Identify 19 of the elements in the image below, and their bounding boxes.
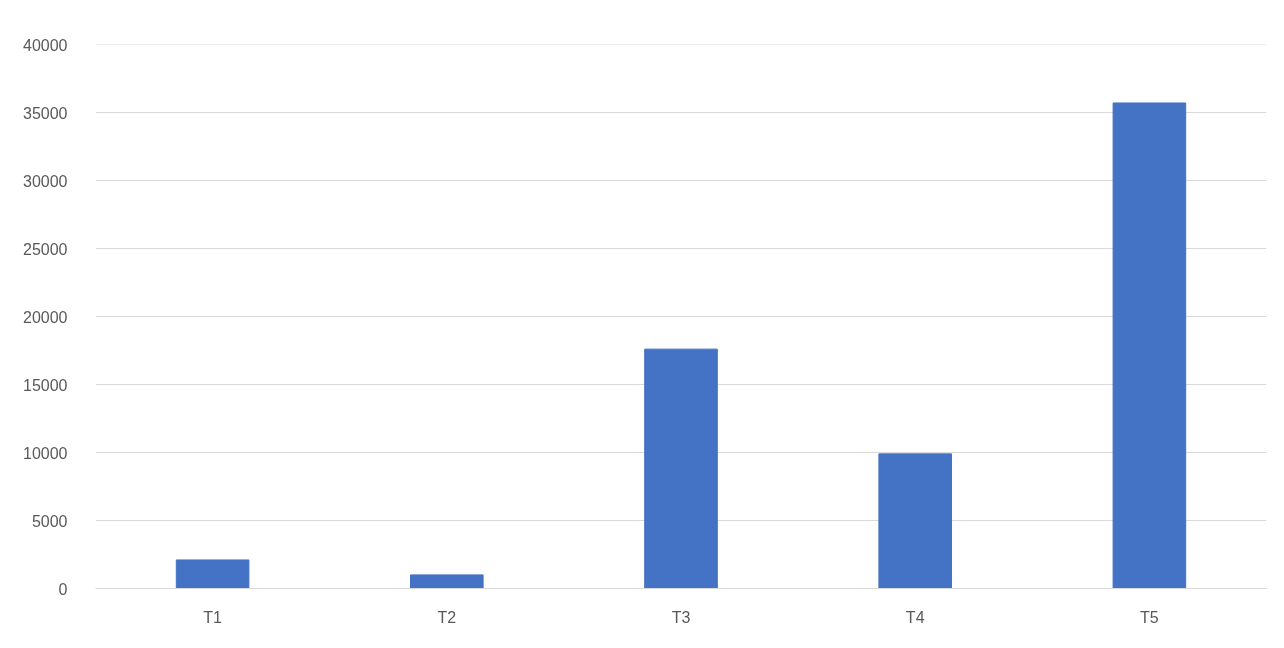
x-tick-label: T4	[905, 608, 925, 626]
x-tick-label: T2	[437, 608, 457, 626]
y-tick-label: 5000	[31, 512, 68, 530]
bar	[410, 574, 484, 589]
x-tick-label: T3	[671, 608, 691, 626]
bar	[644, 348, 718, 589]
y-tick-label: 35000	[23, 104, 68, 122]
x-tick-label: T1	[203, 608, 223, 626]
bar	[1112, 102, 1187, 589]
y-tick-label: 0	[58, 580, 68, 598]
y-tick-label: 15000	[23, 376, 68, 394]
x-tick-label: T5	[1140, 608, 1159, 626]
y-tick-label: 20000	[23, 308, 68, 326]
y-tick-label: 25000	[23, 240, 68, 258]
bar	[878, 453, 952, 589]
y-tick-label: 10000	[23, 444, 68, 462]
bar	[175, 559, 250, 589]
y-tick-label: 30000	[23, 172, 68, 190]
y-tick-label: 40000	[23, 36, 68, 54]
